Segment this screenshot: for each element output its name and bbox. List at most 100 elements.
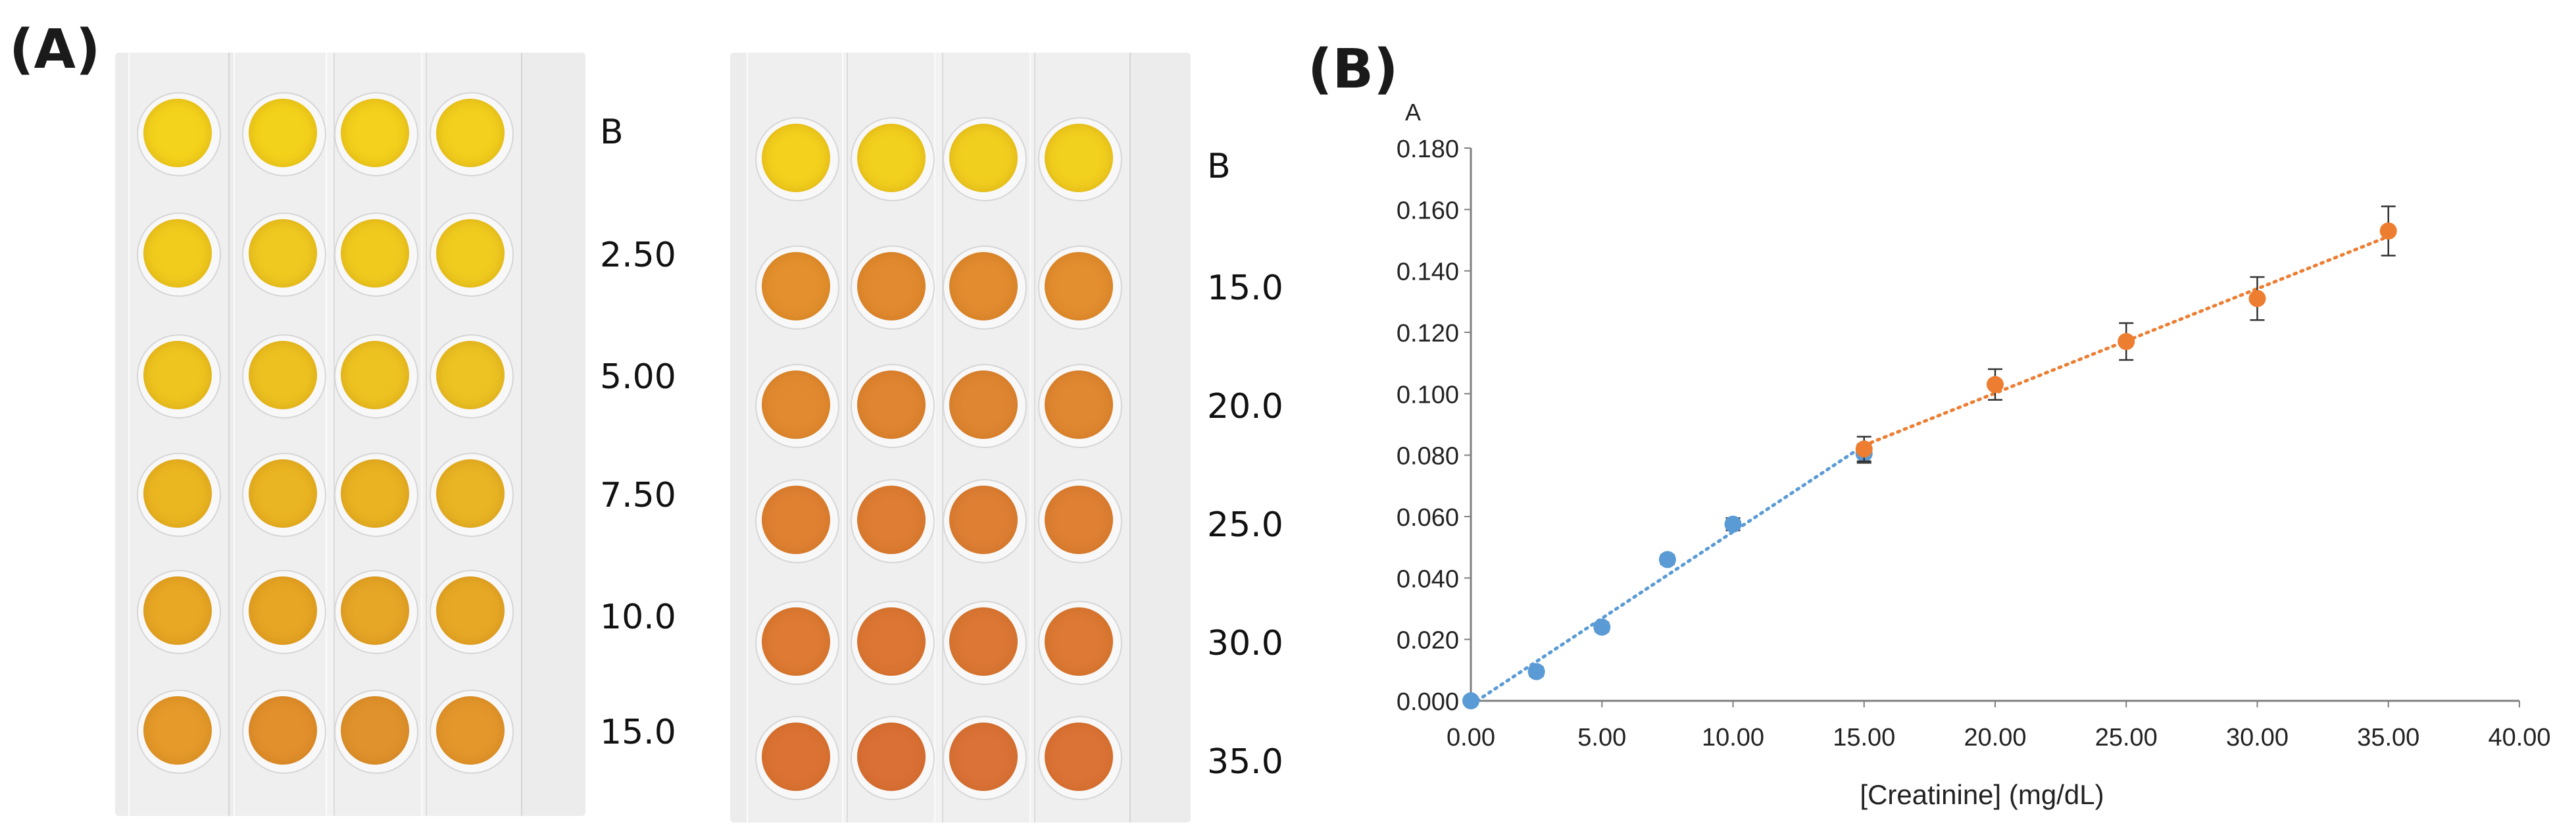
left-plate-strip-3 xyxy=(326,53,427,816)
right-plate-spot xyxy=(1045,723,1113,791)
right-plate-spot xyxy=(949,486,1018,554)
x-tick-label: 20.00 xyxy=(1964,724,2026,751)
right-plate-spot xyxy=(762,252,830,320)
left-plate-spot xyxy=(341,576,409,645)
left-plate-spot xyxy=(436,459,505,528)
right-plate-spot xyxy=(949,607,1018,676)
y-tick-label: 0.080 xyxy=(1397,443,1459,470)
left-plate-spot xyxy=(341,99,409,167)
right-plate-spot xyxy=(857,124,926,192)
right-plate-spot xyxy=(1045,124,1113,192)
right-plate-spot xyxy=(762,607,830,676)
data-point-low-range xyxy=(1724,515,1742,533)
x-tick-label: 15.00 xyxy=(1833,724,1895,751)
x-tick-label: 10.00 xyxy=(1702,724,1764,751)
right-plate-row-label: 15.0 xyxy=(1207,268,1283,308)
right-plate-photo xyxy=(730,53,1191,823)
left-plate-spot xyxy=(436,99,505,167)
left-plate-strip-2 xyxy=(234,53,335,816)
left-plate-spot xyxy=(143,459,212,528)
right-plate-spot xyxy=(762,370,830,439)
left-plate-spot xyxy=(249,459,317,528)
right-plate-spot xyxy=(1045,370,1113,439)
data-point-low-range xyxy=(1855,445,1873,463)
left-plate-spot xyxy=(436,696,505,765)
left-plate-row-label: 7.50 xyxy=(600,476,676,515)
data-point-high-range xyxy=(1987,376,2004,394)
left-plate-photo xyxy=(115,53,585,816)
x-tick-label: 40.00 xyxy=(2488,724,2550,751)
y-tick-label: 0.160 xyxy=(1397,197,1459,224)
left-plate-spot xyxy=(341,459,409,528)
right-plate-row-label: 25.0 xyxy=(1207,505,1283,545)
left-plate-row-label: 10.0 xyxy=(600,597,676,637)
x-tick-label: 35.00 xyxy=(2357,724,2419,751)
data-point-high-range xyxy=(1855,440,1873,458)
data-point-low-range xyxy=(1462,692,1479,709)
right-plate-spot xyxy=(762,723,830,791)
y-tick-label: 0.060 xyxy=(1397,504,1459,532)
y-tick-label: 0.000 xyxy=(1397,688,1459,716)
data-point-low-range xyxy=(1593,619,1611,636)
left-plate-row-label: 5.00 xyxy=(600,357,676,397)
right-plate-spot xyxy=(1045,486,1113,554)
left-plate-spot xyxy=(249,341,317,409)
panel-b-label: (B) xyxy=(1308,38,1399,101)
left-plate-spot xyxy=(143,99,212,167)
left-plate-spot xyxy=(436,341,505,409)
left-plate-spot xyxy=(436,576,505,645)
left-plate-strip-4 xyxy=(421,53,522,816)
left-plate-spot xyxy=(143,696,212,765)
right-plate-spot xyxy=(857,723,926,791)
left-plate-spot xyxy=(143,341,212,409)
y-tick-label: 0.020 xyxy=(1397,627,1459,655)
y-tick-label: 0.140 xyxy=(1397,259,1459,286)
left-plate-spot xyxy=(249,576,317,645)
left-plate-spot xyxy=(143,219,212,288)
left-plate-strip-1 xyxy=(128,53,230,816)
left-plate-spot xyxy=(249,99,317,167)
y-tick-label: 0.100 xyxy=(1397,381,1459,409)
x-tick-label: 30.00 xyxy=(2226,724,2289,751)
left-plate-spot xyxy=(341,341,409,409)
x-tick-label: 25.00 xyxy=(2095,724,2158,751)
right-plate-spot xyxy=(857,486,926,554)
left-plate-spot xyxy=(341,219,409,288)
left-plate-spot xyxy=(436,219,505,288)
right-plate-spot xyxy=(949,252,1018,320)
y-tick-label: 0.040 xyxy=(1397,565,1459,593)
left-plate-row-label: B xyxy=(600,113,624,152)
y-tick-label: 0.120 xyxy=(1397,320,1459,347)
left-plate-spot xyxy=(249,219,317,288)
y-axis-title: A xyxy=(1405,99,1421,126)
x-tick-label: 0.00 xyxy=(1447,724,1495,751)
data-point-high-range xyxy=(2118,333,2135,350)
right-plate-row-label: 35.0 xyxy=(1207,742,1283,782)
data-point-high-range xyxy=(2379,222,2397,240)
panel-a-label: (A) xyxy=(9,18,101,81)
right-plate-spot xyxy=(949,370,1018,439)
right-plate-row-label: 20.0 xyxy=(1207,387,1283,426)
right-plate-spot xyxy=(1045,252,1113,320)
data-point-low-range xyxy=(1658,551,1676,569)
right-plate-row-label: 30.0 xyxy=(1207,624,1283,663)
right-plate-spot xyxy=(857,252,926,320)
right-plate-spot xyxy=(949,124,1018,192)
x-tick-label: 5.00 xyxy=(1577,724,1626,751)
right-plate-row-label: B xyxy=(1207,147,1231,186)
y-tick-label: 0.180 xyxy=(1397,136,1459,163)
left-plate-spot xyxy=(341,696,409,765)
right-plate-spot xyxy=(857,607,926,676)
right-plate-spot xyxy=(762,124,830,192)
trendline-high-range xyxy=(1862,234,2390,447)
right-plate-spot xyxy=(762,486,830,554)
data-point-low-range xyxy=(1527,663,1545,680)
right-plate-spot xyxy=(1045,607,1113,676)
data-point-high-range xyxy=(2248,290,2266,307)
right-plate-spot xyxy=(857,370,926,439)
left-plate-row-label: 2.50 xyxy=(600,236,676,275)
right-plate-spot xyxy=(949,723,1018,791)
left-plate-spot xyxy=(143,576,212,645)
x-axis-title: [Creatinine] (mg/dL) xyxy=(1860,779,2104,810)
trendline-low-range xyxy=(1469,444,1866,707)
